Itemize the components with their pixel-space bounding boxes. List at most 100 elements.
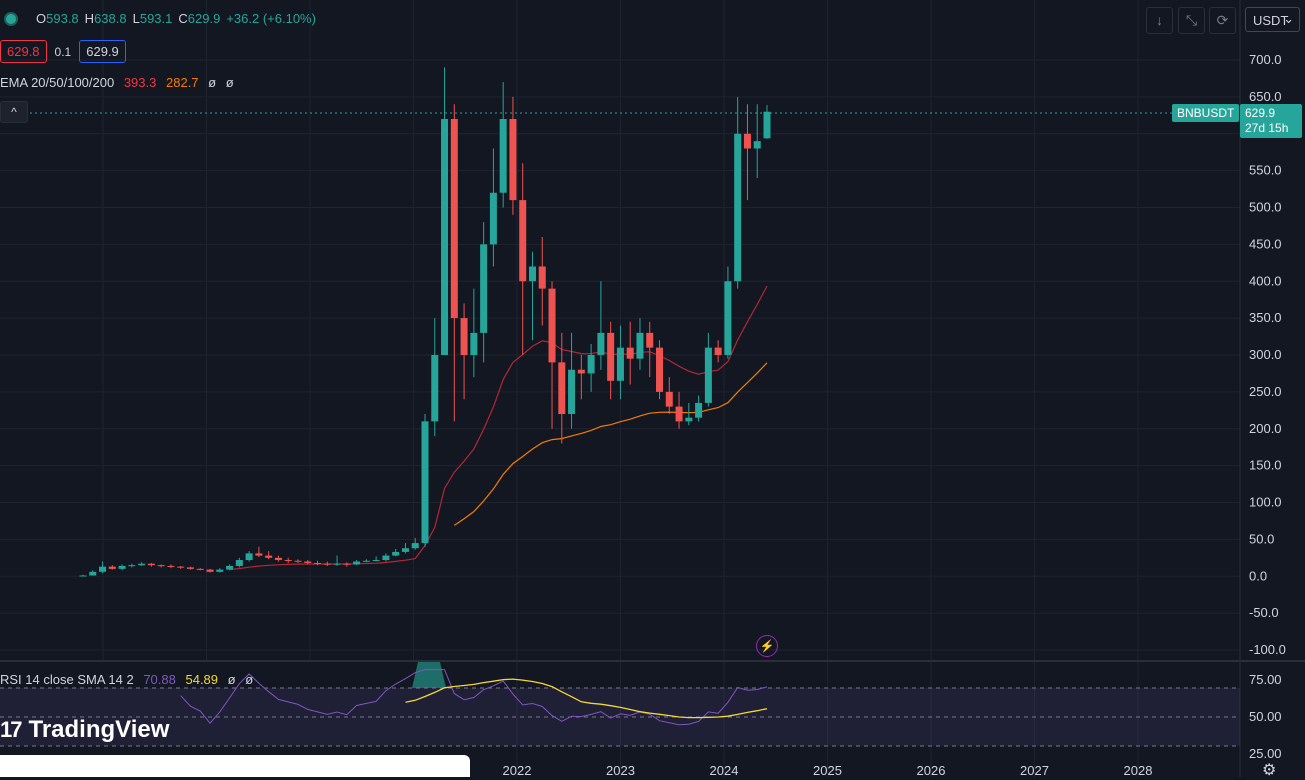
y-tick-label: 50.0 — [1249, 531, 1274, 546]
ema50-line — [453, 362, 768, 526]
ema20-value: 393.3 — [123, 75, 157, 90]
candle-body — [743, 133, 751, 149]
ema-label: EMA 20/50/100/200 — [0, 75, 115, 90]
y-tick-label: 250.0 — [1249, 384, 1282, 399]
candle-body — [128, 565, 136, 567]
spread-value: 0.1 — [54, 44, 72, 59]
candle-body — [597, 332, 605, 355]
y-tick-label: 400.0 — [1249, 273, 1282, 288]
candle-body — [333, 563, 341, 565]
x-tick-label: 2028 — [1124, 763, 1153, 777]
change-value: +36.2 (+6.10%) — [226, 11, 316, 26]
candles — [79, 67, 771, 577]
candle-body — [255, 553, 263, 556]
x-tick-label: 2022 — [503, 763, 532, 777]
candle-body — [196, 568, 204, 570]
candle-body — [685, 417, 693, 422]
candle-body — [138, 563, 146, 566]
y-tick-label: 100.0 — [1249, 495, 1282, 510]
rsi-y-tick-label: 25.00 — [1249, 746, 1282, 761]
y-tick-label: 500.0 — [1249, 200, 1282, 215]
candle-body — [460, 318, 468, 355]
close-label: C — [178, 11, 188, 26]
ema100-value: ø — [208, 75, 217, 90]
y-tick-label: 450.0 — [1249, 236, 1282, 251]
candle-body — [714, 347, 722, 355]
candle-body — [704, 347, 712, 403]
candle-body — [284, 560, 292, 562]
last-price-tag: 629.9 27d 15h — [1240, 104, 1302, 138]
candle-body — [548, 288, 556, 363]
fullscreen-button[interactable]: ⤡ — [1178, 7, 1205, 34]
y-tick-label: 200.0 — [1249, 421, 1282, 436]
bar-countdown: 27d 15h — [1245, 121, 1289, 135]
y-tick-label: 700.0 — [1249, 52, 1282, 67]
candle-body — [656, 347, 664, 392]
rsi-legend[interactable]: RSI 14 close SMA 14 2 70.88 54.89 ø ø — [0, 672, 253, 687]
candle-body — [626, 347, 634, 359]
candle-body — [587, 355, 595, 374]
rsi-extra-2: ø — [245, 672, 254, 687]
collapse-legend-button[interactable]: ^ — [0, 101, 28, 123]
x-tick-label: 2024 — [710, 763, 739, 777]
candle-body — [450, 119, 458, 319]
overlay-panel — [0, 755, 470, 777]
candle-body — [431, 355, 439, 422]
flash-icon[interactable]: ⚡ — [756, 635, 778, 657]
candle-body — [157, 565, 165, 567]
candle-body — [616, 347, 624, 381]
candle-body — [304, 561, 312, 563]
arrow-down-button[interactable]: ↓ — [1146, 7, 1173, 34]
currency-select[interactable]: USDT ⌄ — [1245, 7, 1300, 32]
ema20-line — [229, 285, 768, 571]
rsi-overbought-fill — [412, 662, 446, 688]
rsi-sma-value: 54.89 — [185, 672, 219, 687]
rsi-y-tick-label: 75.00 — [1249, 672, 1282, 687]
candle-body — [607, 332, 615, 381]
ask-button[interactable]: 629.9 — [79, 40, 126, 63]
y-tick-label: -100.0 — [1249, 642, 1286, 657]
bid-button[interactable]: 629.8 — [0, 40, 47, 63]
status-dot-icon — [4, 11, 18, 26]
rsi-label: RSI 14 close SMA 14 2 — [0, 672, 134, 687]
rsi-value: 70.88 — [143, 672, 176, 687]
candle-body — [382, 555, 390, 561]
candle-body — [695, 402, 703, 418]
close-value: 629.9 — [187, 11, 221, 26]
tradingview-mark-icon: 17 — [0, 717, 23, 742]
y-tick-label: 350.0 — [1249, 310, 1282, 325]
candle-body — [118, 565, 126, 569]
candle-body — [411, 543, 419, 549]
open-label: O — [36, 11, 47, 26]
candle-body — [509, 119, 517, 201]
candle-body — [216, 569, 224, 572]
candle-body — [245, 553, 253, 561]
candle-body — [362, 560, 370, 562]
y-tick-label: 150.0 — [1249, 458, 1282, 473]
refresh-button[interactable]: ⟳ — [1209, 7, 1236, 34]
x-tick-label: 2023 — [606, 763, 635, 777]
candle-body — [558, 362, 566, 414]
candle-body — [274, 557, 282, 561]
gear-icon[interactable]: ⚙ — [1262, 762, 1277, 779]
candle-body — [568, 369, 576, 414]
candle-body — [519, 200, 527, 282]
ema-legend[interactable]: EMA 20/50/100/200 393.3 282.7 ø ø — [0, 75, 234, 90]
x-tick-label: 2026 — [917, 763, 946, 777]
last-price: 629.9 — [1245, 106, 1276, 120]
symbol-tag: BNBUSDT — [1172, 104, 1240, 122]
candle-body — [89, 571, 97, 576]
rsi-extra-1: ø — [227, 672, 236, 687]
x-tick-label: 2027 — [1020, 763, 1049, 777]
candle-body — [147, 563, 155, 566]
ema50-value: 282.7 — [166, 75, 199, 90]
bid-ask-row: 629.8 0.1 629.9 — [0, 40, 126, 63]
candle-body — [538, 266, 546, 289]
tradingview-logo[interactable]: 17 TradingView — [0, 716, 169, 744]
y-tick-label: 300.0 — [1249, 347, 1282, 362]
candle-body — [323, 563, 331, 565]
rsi-lines — [180, 669, 768, 726]
candle-body — [167, 565, 175, 567]
candle-body — [724, 281, 732, 355]
